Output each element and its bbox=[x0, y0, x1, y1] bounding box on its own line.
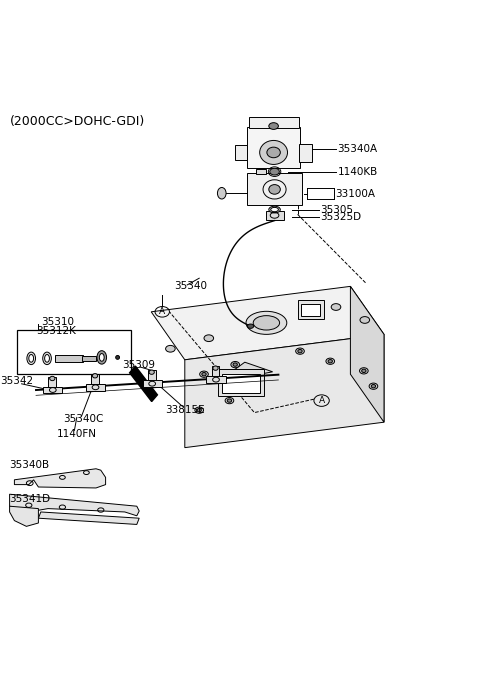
Text: 35312K: 35312K bbox=[36, 327, 76, 336]
Ellipse shape bbox=[116, 355, 120, 359]
Bar bbox=[266, 211, 284, 220]
Bar bbox=[17, 330, 131, 374]
Bar bbox=[206, 377, 226, 383]
Polygon shape bbox=[130, 366, 157, 401]
Ellipse shape bbox=[213, 366, 218, 370]
Polygon shape bbox=[151, 286, 384, 359]
Bar bbox=[143, 380, 162, 387]
Bar bbox=[148, 370, 156, 381]
Bar bbox=[235, 145, 247, 160]
Ellipse shape bbox=[43, 352, 51, 364]
Bar bbox=[86, 384, 105, 390]
Bar bbox=[222, 374, 260, 393]
Ellipse shape bbox=[369, 383, 378, 390]
Bar bbox=[55, 355, 83, 362]
Ellipse shape bbox=[298, 349, 302, 353]
Ellipse shape bbox=[372, 385, 376, 388]
Ellipse shape bbox=[97, 351, 107, 364]
Polygon shape bbox=[217, 362, 273, 382]
Text: 35340: 35340 bbox=[174, 281, 207, 292]
Ellipse shape bbox=[166, 345, 175, 352]
Bar bbox=[91, 374, 99, 384]
Ellipse shape bbox=[204, 335, 214, 342]
Bar bbox=[301, 304, 320, 316]
Ellipse shape bbox=[267, 147, 280, 158]
Ellipse shape bbox=[247, 324, 253, 329]
Ellipse shape bbox=[246, 311, 287, 334]
Bar bbox=[43, 387, 62, 393]
Polygon shape bbox=[185, 334, 384, 448]
Bar bbox=[298, 300, 324, 319]
Ellipse shape bbox=[269, 185, 280, 194]
Text: A: A bbox=[159, 307, 165, 316]
Ellipse shape bbox=[296, 348, 304, 354]
Ellipse shape bbox=[29, 355, 34, 362]
Ellipse shape bbox=[270, 168, 279, 175]
Polygon shape bbox=[14, 469, 106, 488]
Ellipse shape bbox=[326, 358, 335, 364]
Bar bbox=[218, 369, 264, 396]
Ellipse shape bbox=[195, 407, 204, 414]
Text: 35305: 35305 bbox=[321, 204, 354, 215]
Ellipse shape bbox=[92, 374, 98, 378]
Ellipse shape bbox=[27, 352, 36, 364]
Text: 35340A: 35340A bbox=[337, 143, 378, 154]
Polygon shape bbox=[10, 506, 38, 526]
Ellipse shape bbox=[99, 353, 104, 362]
Ellipse shape bbox=[360, 317, 370, 323]
Ellipse shape bbox=[360, 368, 368, 374]
Text: 35310: 35310 bbox=[41, 318, 74, 327]
Text: A: A bbox=[319, 396, 324, 405]
Bar bbox=[48, 377, 56, 387]
Text: 35309: 35309 bbox=[122, 359, 156, 370]
Bar bbox=[299, 144, 312, 162]
Text: 33815E: 33815E bbox=[166, 405, 205, 415]
Ellipse shape bbox=[225, 397, 234, 404]
Ellipse shape bbox=[269, 206, 280, 213]
Text: (2000CC>DOHC-GDI): (2000CC>DOHC-GDI) bbox=[10, 115, 145, 128]
Ellipse shape bbox=[149, 370, 155, 375]
Ellipse shape bbox=[328, 359, 332, 363]
Ellipse shape bbox=[228, 399, 232, 402]
Polygon shape bbox=[10, 494, 139, 516]
Bar bbox=[249, 117, 299, 128]
Polygon shape bbox=[350, 286, 384, 422]
Ellipse shape bbox=[362, 369, 366, 372]
Ellipse shape bbox=[269, 123, 278, 130]
Ellipse shape bbox=[45, 355, 49, 362]
Bar bbox=[256, 169, 266, 174]
Bar bbox=[247, 173, 302, 205]
Text: 35340B: 35340B bbox=[10, 460, 50, 471]
Ellipse shape bbox=[50, 377, 55, 381]
Text: 35342: 35342 bbox=[0, 377, 33, 386]
Text: 1140FN: 1140FN bbox=[57, 429, 96, 439]
Bar bbox=[212, 366, 219, 377]
Text: 35325D: 35325D bbox=[321, 212, 362, 222]
Polygon shape bbox=[38, 512, 139, 524]
Ellipse shape bbox=[197, 409, 202, 412]
Ellipse shape bbox=[253, 316, 279, 330]
Ellipse shape bbox=[217, 187, 226, 199]
Text: 35341D: 35341D bbox=[10, 493, 51, 504]
Text: 33100A: 33100A bbox=[335, 189, 375, 199]
Bar bbox=[247, 127, 300, 168]
Text: 35340C: 35340C bbox=[63, 414, 104, 424]
Ellipse shape bbox=[231, 362, 240, 368]
Ellipse shape bbox=[233, 363, 237, 366]
Ellipse shape bbox=[202, 372, 206, 376]
Text: 1140KB: 1140KB bbox=[337, 167, 378, 176]
Bar bbox=[82, 356, 96, 361]
Ellipse shape bbox=[260, 141, 288, 165]
Ellipse shape bbox=[200, 371, 208, 377]
Ellipse shape bbox=[331, 304, 341, 310]
Ellipse shape bbox=[271, 207, 278, 212]
